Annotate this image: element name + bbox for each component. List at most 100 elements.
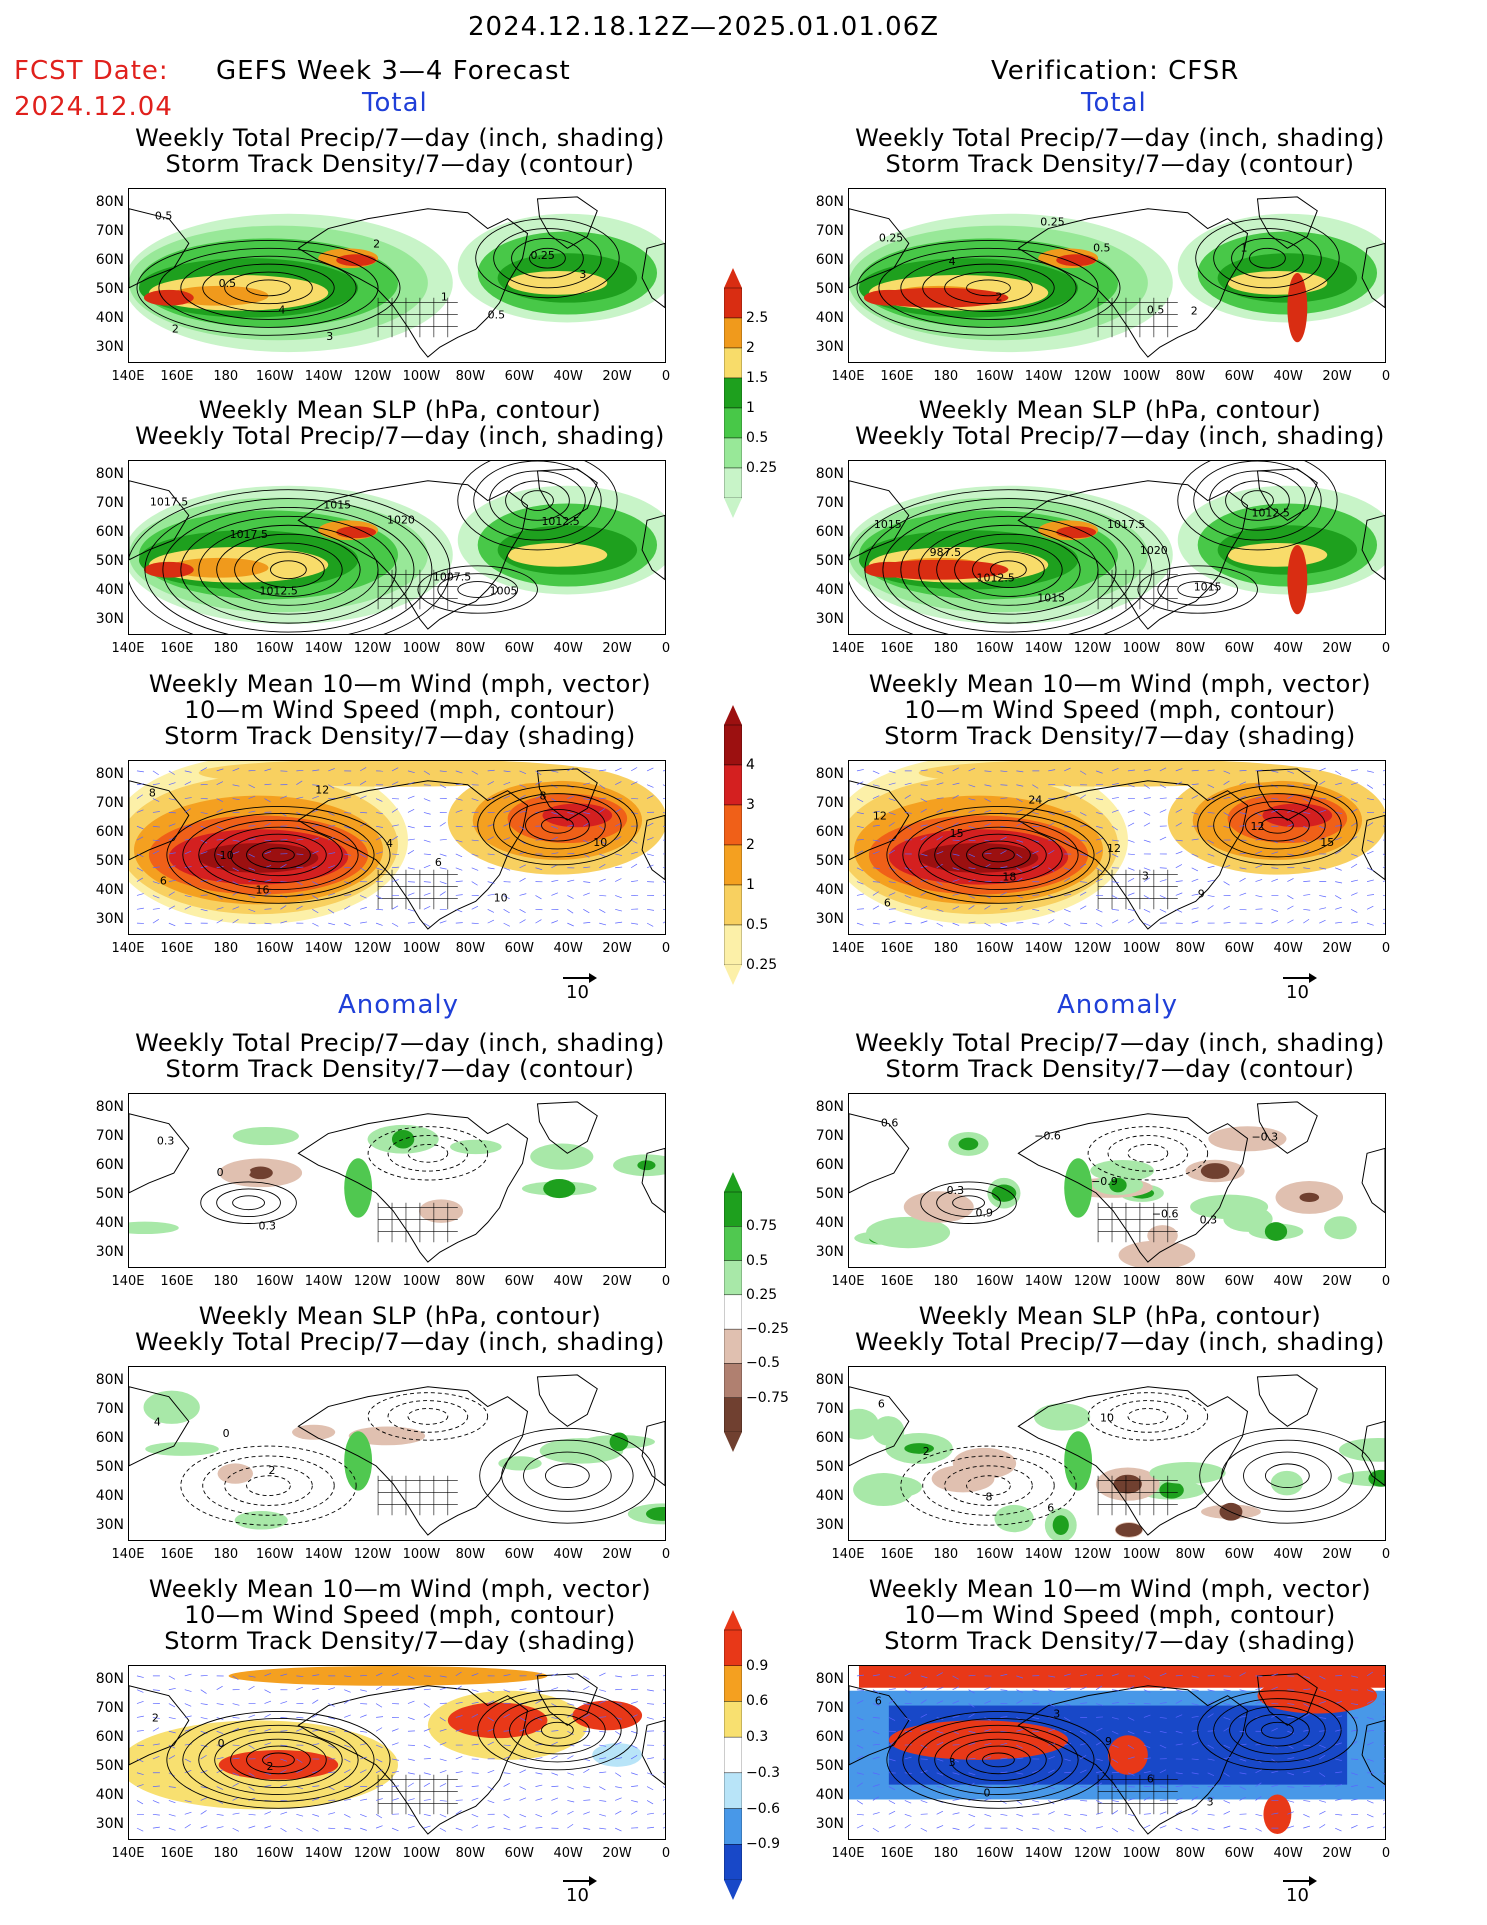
panel-title-r4l-line-1: Weekly Total Precip/7—day (inch, shading… <box>135 1029 665 1057</box>
map-panel-r2l: 1017.5 1017.5 1012.5 1015 1020 1007.5 1005 1012… <box>128 460 666 635</box>
lon-label-r1r-10: 20W <box>1322 369 1352 384</box>
lon-label-r3r-7: 80W <box>1175 941 1206 956</box>
contour-label-r4r-5: −0.6 <box>1152 1208 1179 1221</box>
contour-label-r4r-6: 0.3 <box>1200 1214 1217 1227</box>
panel-title-r3l-line-3: Storm Track Density/7—day (shading) <box>164 722 636 750</box>
contour-label-r3l-8: 10 <box>593 836 607 849</box>
panel-title-r6r-line-1: Weekly Mean 10—m Wind (mph, vector) <box>868 1575 1372 1603</box>
lon-label-r1l-4: 140W <box>304 369 343 384</box>
lat-label-r5r-5: 30N <box>815 1517 844 1533</box>
map-panel-r5l: 4 0 2 <box>128 1366 666 1541</box>
lon-label-r1r-8: 60W <box>1224 369 1254 384</box>
lat-label-r3l-5: 30N <box>95 911 124 927</box>
map-panel-r5r: 6 2 8 6 10 <box>848 1366 1386 1541</box>
lon-label-r2l-6: 100W <box>402 641 441 656</box>
lat-label-r5r-3: 50N <box>815 1459 844 1475</box>
lon-label-r2l-8: 60W <box>504 641 534 656</box>
lon-label-r6r-3: 160W <box>975 1846 1014 1861</box>
contour-label-r3r-7: 12 <box>1251 820 1265 833</box>
map-panel-r6r: 6 3 0 3 9 6 3 <box>848 1665 1386 1840</box>
lat-label-r5l-0: 80N <box>95 1372 124 1388</box>
colorbar-label-storm_anom-5: −0.9 <box>746 1836 780 1853</box>
lat-label-r2r-2: 60N <box>815 524 844 540</box>
lat-label-r6l-4: 40N <box>95 1787 124 1803</box>
contour-label-r2r-0: 1015 <box>874 518 902 531</box>
lon-label-r2l-4: 140W <box>304 641 343 656</box>
lat-label-r1l-5: 30N <box>95 339 124 355</box>
contour-label-r6r-0: 6 <box>875 1695 882 1708</box>
lon-label-r3l-1: 160E <box>160 941 194 956</box>
lon-label-r2r-0: 140E <box>831 641 865 656</box>
lat-label-r5l-5: 30N <box>95 1517 124 1533</box>
colorbar-precip_total <box>724 268 742 518</box>
lon-label-r5l-10: 20W <box>602 1547 632 1562</box>
lon-label-r6l-10: 20W <box>602 1846 632 1861</box>
lat-label-r4l-5: 30N <box>95 1244 124 1260</box>
lon-label-r4l-11: 0 <box>661 1274 671 1289</box>
contour-label-r1r-7: 1 <box>1241 241 1248 254</box>
contour-label-r4r-3: −0.6 <box>1034 1130 1061 1143</box>
lat-label-r6r-2: 60N <box>815 1729 844 1745</box>
lon-label-r6r-7: 80W <box>1175 1846 1206 1861</box>
lon-label-r4r-3: 160W <box>975 1274 1014 1289</box>
contour-label-r2l-7: 1012.5 <box>541 515 579 528</box>
panel-title-r5l-line-1: Weekly Mean SLP (hPa, contour) <box>198 1302 602 1330</box>
lon-label-r1r-9: 40W <box>1273 369 1303 384</box>
contour-label-r6r-3: 3 <box>1053 1707 1060 1720</box>
lon-label-r4l-8: 60W <box>504 1274 534 1289</box>
lon-label-r2r-10: 20W <box>1322 641 1352 656</box>
contour-label-r3r-9: 6 <box>884 896 891 909</box>
lon-label-r1l-10: 20W <box>602 369 632 384</box>
colorbar-storm_total <box>724 705 742 985</box>
lat-label-r1l-3: 50N <box>95 281 124 297</box>
colorbar-label-precip_total-5: 0.25 <box>746 460 778 476</box>
panel-title-r5r-line-2: Weekly Total Precip/7—day (inch, shading… <box>855 1328 1385 1356</box>
lon-label-r6l-5: 120W <box>353 1846 392 1861</box>
contour-label-r2r-7: 1012.5 <box>1251 506 1289 519</box>
panel-title-r4r-line-2: Storm Track Density/7—day (contour) <box>885 1055 1355 1083</box>
contour-label-r3r-0: 12 <box>873 809 887 822</box>
contour-label-r3l-9: 6 <box>160 875 167 888</box>
lon-label-r5l-5: 120W <box>353 1547 392 1562</box>
lon-label-r4r-6: 100W <box>1122 1274 1161 1289</box>
contour-label-r2l-1: 1017.5 <box>230 528 268 541</box>
lon-label-r5l-0: 140E <box>111 1547 145 1562</box>
lon-label-r3r-4: 140W <box>1024 941 1063 956</box>
lon-label-r3r-3: 160W <box>975 941 1014 956</box>
lat-label-r1r-4: 40N <box>815 310 844 326</box>
contour-label-r5l-0: 4 <box>154 1415 161 1428</box>
contour-label-r1l-1: 0.5 <box>219 277 236 290</box>
contour-label-r6l-2: 2 <box>266 1760 273 1773</box>
panel-title-r6l-line-2: 10—m Wind Speed (mph, contour) <box>184 1601 616 1629</box>
lat-label-r2l-4: 40N <box>95 582 124 598</box>
lon-label-r6r-9: 40W <box>1273 1846 1303 1861</box>
contour-label-r1r-3: 0.25 <box>1040 216 1064 229</box>
contour-label-r4l-2: 0.3 <box>259 1219 276 1232</box>
contour-label-r2l-6: 1005 <box>490 584 518 597</box>
lon-label-r3l-8: 60W <box>504 941 534 956</box>
vector-ref-label-r6l: 10 <box>566 1885 589 1906</box>
lat-label-r6r-0: 80N <box>815 1671 844 1687</box>
panel-title-r4r-line-1: Weekly Total Precip/7—day (inch, shading… <box>855 1029 1385 1057</box>
contour-label-r1r-4: 0.5 <box>1093 241 1110 254</box>
lon-label-r5r-1: 160E <box>880 1547 914 1562</box>
panel-title-r2l-line-1: Weekly Mean SLP (hPa, contour) <box>198 396 602 424</box>
lon-label-r2l-9: 40W <box>553 641 583 656</box>
lat-label-r1r-3: 50N <box>815 281 844 297</box>
contour-label-r1l-3: 3 <box>326 330 333 343</box>
map-panel-r4l: 0.3 0 0.3 <box>128 1093 666 1268</box>
contour-label-r2l-4: 1020 <box>387 513 415 526</box>
lat-label-r6r-4: 40N <box>815 1787 844 1803</box>
lon-label-r1l-5: 120W <box>353 369 392 384</box>
colorbar-label-storm_anom-0: 0.9 <box>746 1657 769 1674</box>
lon-label-r3l-7: 80W <box>455 941 486 956</box>
contour-label-r1r-2: 2 <box>995 291 1002 304</box>
lon-label-r2r-5: 120W <box>1073 641 1112 656</box>
map-plot-r5l: 4 0 2 <box>129 1374 665 1536</box>
lon-label-r6r-6: 100W <box>1122 1846 1161 1861</box>
lon-label-r5l-8: 60W <box>504 1547 534 1562</box>
lon-label-r4r-4: 140W <box>1024 1274 1063 1289</box>
map-plot-r2r: 1015 987.5 1012.5 1015 1017.5 1020 1015 1012.5 <box>849 461 1385 634</box>
lat-label-r2r-5: 30N <box>815 611 844 627</box>
contour-label-r1l-4: 2 <box>373 237 380 250</box>
